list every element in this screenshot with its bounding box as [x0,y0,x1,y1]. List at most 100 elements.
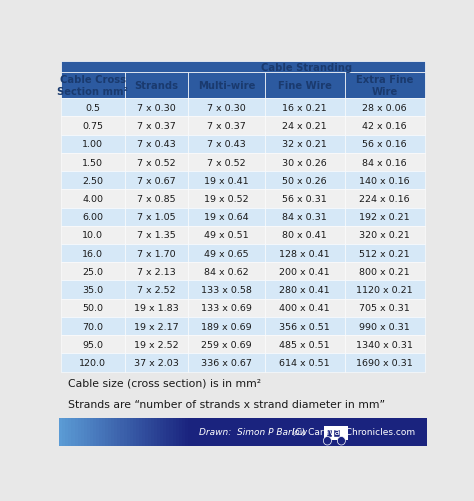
Bar [188,99,265,117]
Text: 120.0: 120.0 [80,358,106,367]
Bar [265,299,345,317]
Text: 356 x 0.51: 356 x 0.51 [279,322,330,331]
Bar [188,244,265,263]
Text: 1.50: 1.50 [82,158,103,167]
Bar [61,73,125,99]
Bar [136,418,139,446]
Bar [304,418,308,446]
Bar [345,336,425,354]
Text: 7 x 0.43: 7 x 0.43 [137,140,176,149]
Bar [96,418,100,446]
Text: 6.00: 6.00 [82,213,103,222]
Text: 485 x 0.51: 485 x 0.51 [280,340,330,349]
Text: 400 x 0.41: 400 x 0.41 [280,304,330,313]
Bar [102,418,106,446]
Bar [160,418,164,446]
Bar [125,117,188,135]
Text: 259 x 0.69: 259 x 0.69 [201,340,252,349]
Bar [125,354,188,372]
Text: 19 x 0.64: 19 x 0.64 [204,213,249,222]
Text: 50 x 0.26: 50 x 0.26 [283,176,327,185]
Bar [267,418,271,446]
Bar [353,418,356,446]
Bar [265,208,345,226]
Bar [148,418,152,446]
Bar [424,418,427,446]
Bar [203,418,207,446]
Bar [111,418,115,446]
Text: 1.00: 1.00 [82,140,103,149]
Bar [345,208,425,226]
Bar [264,418,268,446]
Bar [61,172,125,190]
Bar [219,418,222,446]
Bar [188,317,265,336]
Bar [61,244,125,263]
Text: 192 x 0.21: 192 x 0.21 [359,213,410,222]
Bar [265,172,345,190]
Bar [154,418,157,446]
Text: 7 x 0.43: 7 x 0.43 [207,140,246,149]
Bar [345,317,425,336]
Bar [265,117,345,135]
Bar [118,418,121,446]
Bar [179,418,182,446]
Bar [265,226,345,244]
Bar [130,418,133,446]
Bar [405,418,409,446]
Bar [182,418,185,446]
Text: 7 x 0.52: 7 x 0.52 [207,158,246,167]
Bar [345,354,425,372]
Text: Extra Fine
Wire: Extra Fine Wire [356,75,413,97]
Bar [124,418,127,446]
Bar [344,418,347,446]
Bar [133,418,136,446]
Bar [265,317,345,336]
Text: Cable Stranding: Cable Stranding [261,63,352,73]
Text: 24 x 0.21: 24 x 0.21 [283,122,327,131]
Text: 4.00: 4.00 [82,194,103,203]
Text: Cable size (cross section) is in mm²: Cable size (cross section) is in mm² [68,378,262,388]
Bar [61,154,125,172]
Bar [188,354,265,372]
Bar [265,135,345,154]
Bar [374,418,378,446]
Bar [418,418,421,446]
Text: 133 x 0.58: 133 x 0.58 [201,286,252,295]
Bar [324,426,347,440]
Bar [215,418,219,446]
Text: 16.0: 16.0 [82,249,103,258]
Bar [390,418,393,446]
Text: 320 x 0.21: 320 x 0.21 [359,231,410,240]
Text: 7 x 2.52: 7 x 2.52 [137,286,176,295]
Text: 128 x 0.41: 128 x 0.41 [280,249,330,258]
Bar [356,418,360,446]
Text: 30 x 0.26: 30 x 0.26 [283,158,327,167]
Text: 7 x 2.13: 7 x 2.13 [137,268,176,277]
Bar [142,418,146,446]
Bar [365,418,369,446]
Text: 133 x 0.69: 133 x 0.69 [201,304,252,313]
Text: 280 x 0.41: 280 x 0.41 [280,286,330,295]
Bar [280,418,283,446]
Bar [327,430,332,437]
Bar [125,190,188,208]
Text: 512 x 0.21: 512 x 0.21 [359,249,410,258]
Text: 19 x 2.17: 19 x 2.17 [134,322,179,331]
Bar [151,418,155,446]
Bar [188,263,265,281]
Bar [234,418,237,446]
Text: 2.50: 2.50 [82,176,103,185]
Text: 10.0: 10.0 [82,231,103,240]
Bar [61,226,125,244]
Bar [286,418,289,446]
Bar [307,418,310,446]
Bar [350,418,354,446]
Bar [61,281,125,299]
Text: 1340 x 0.31: 1340 x 0.31 [356,340,413,349]
Bar [61,190,125,208]
Bar [61,336,125,354]
Bar [200,418,203,446]
Bar [295,418,299,446]
Text: 7 x 0.37: 7 x 0.37 [207,122,246,131]
